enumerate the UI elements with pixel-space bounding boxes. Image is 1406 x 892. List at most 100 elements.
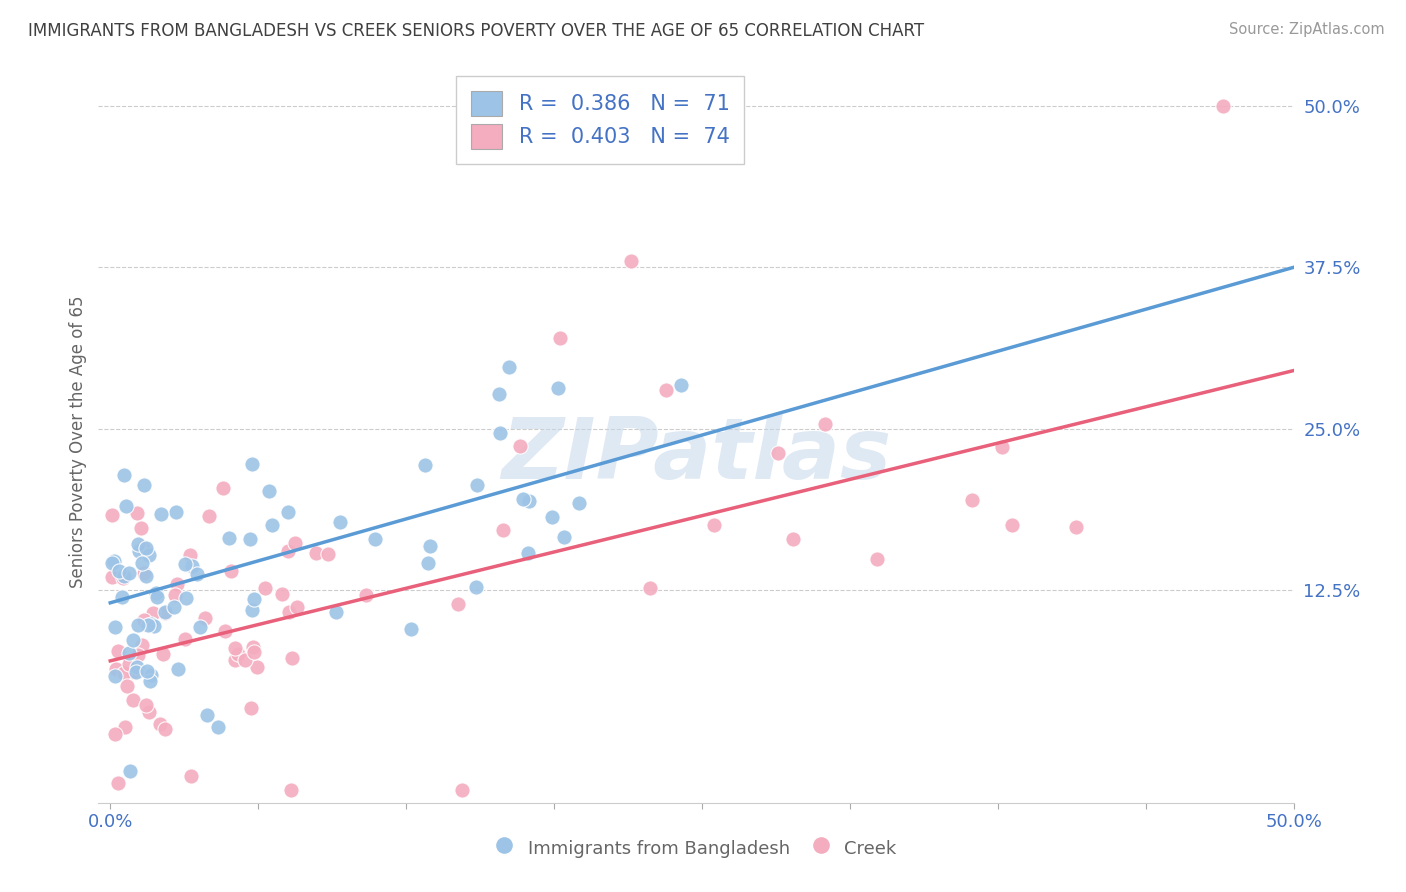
Point: [181, 559, 204, 574]
Point: [127, 648, 149, 662]
Point: [281, 651, 304, 665]
Point: [114, 720, 136, 734]
Point: [277, 505, 299, 519]
Point: [262, 518, 284, 533]
Point: [287, 600, 309, 615]
Point: [489, 425, 512, 440]
Point: [243, 645, 266, 659]
Point: [141, 668, 163, 682]
Point: [118, 657, 141, 671]
Point: [1001, 517, 1024, 532]
Point: [254, 581, 277, 595]
Point: [127, 506, 149, 520]
Point: [419, 539, 441, 553]
Point: [107, 644, 129, 658]
Point: [131, 521, 153, 535]
Point: [620, 253, 643, 268]
Point: [186, 567, 208, 582]
Point: [283, 536, 305, 550]
Point: [101, 570, 124, 584]
Point: [270, 587, 292, 601]
Point: [488, 387, 510, 401]
Point: [655, 383, 678, 397]
Point: [239, 532, 262, 546]
Point: [548, 331, 571, 345]
Point: [242, 640, 264, 654]
Point: [145, 585, 167, 599]
Point: [131, 556, 153, 570]
Point: [219, 564, 242, 578]
Point: [418, 556, 440, 570]
Point: [127, 536, 149, 550]
Point: [111, 590, 134, 604]
Point: [138, 549, 160, 563]
Point: [138, 705, 160, 719]
Point: [245, 660, 267, 674]
Point: [114, 666, 136, 681]
Point: [224, 640, 246, 655]
Point: [491, 523, 513, 537]
Point: [152, 647, 174, 661]
Point: [115, 679, 138, 693]
Point: [163, 588, 186, 602]
Point: [465, 580, 488, 594]
Point: [214, 624, 236, 639]
Point: [224, 652, 246, 666]
Point: [165, 506, 187, 520]
Point: [146, 590, 169, 604]
Point: [136, 618, 159, 632]
Point: [1212, 99, 1234, 113]
Point: [120, 764, 142, 778]
Point: [517, 494, 540, 508]
Point: [188, 620, 211, 634]
Point: [128, 544, 150, 558]
Point: [162, 600, 184, 615]
Point: [104, 726, 127, 740]
Point: [768, 445, 790, 459]
Point: [516, 546, 538, 560]
Point: [127, 618, 149, 632]
Point: [304, 546, 326, 560]
Point: [149, 507, 172, 521]
Point: [512, 492, 534, 507]
Point: [125, 665, 148, 679]
Point: [447, 598, 470, 612]
Point: [114, 569, 136, 583]
Point: [413, 458, 436, 472]
Point: [132, 541, 155, 556]
Point: [316, 547, 339, 561]
Point: [638, 581, 661, 595]
Text: Source: ZipAtlas.com: Source: ZipAtlas.com: [1229, 22, 1385, 37]
Point: [111, 571, 134, 585]
Text: IMMIGRANTS FROM BANGLADESH VS CREEK SENIORS POVERTY OVER THE AGE OF 65 CORRELATI: IMMIGRANTS FROM BANGLADESH VS CREEK SENI…: [28, 22, 924, 40]
Point: [329, 515, 352, 529]
Point: [135, 541, 157, 555]
Point: [100, 556, 122, 570]
Point: [553, 530, 575, 544]
Point: [498, 359, 520, 374]
Point: [121, 632, 143, 647]
Point: [118, 566, 141, 580]
Point: [242, 457, 264, 471]
Point: [180, 769, 202, 783]
Point: [118, 646, 141, 660]
Point: [782, 532, 804, 546]
Point: [149, 717, 172, 731]
Point: [166, 576, 188, 591]
Point: [450, 783, 472, 797]
Point: [135, 569, 157, 583]
Point: [104, 669, 127, 683]
Point: [143, 619, 166, 633]
Point: [233, 653, 256, 667]
Point: [866, 552, 889, 566]
Point: [139, 673, 162, 688]
Point: [132, 566, 155, 580]
Point: [142, 606, 165, 620]
Point: [194, 610, 217, 624]
Point: [465, 477, 488, 491]
Point: [277, 544, 299, 558]
Point: [104, 662, 127, 676]
Point: [127, 659, 149, 673]
Point: [669, 378, 692, 392]
Point: [242, 591, 264, 606]
